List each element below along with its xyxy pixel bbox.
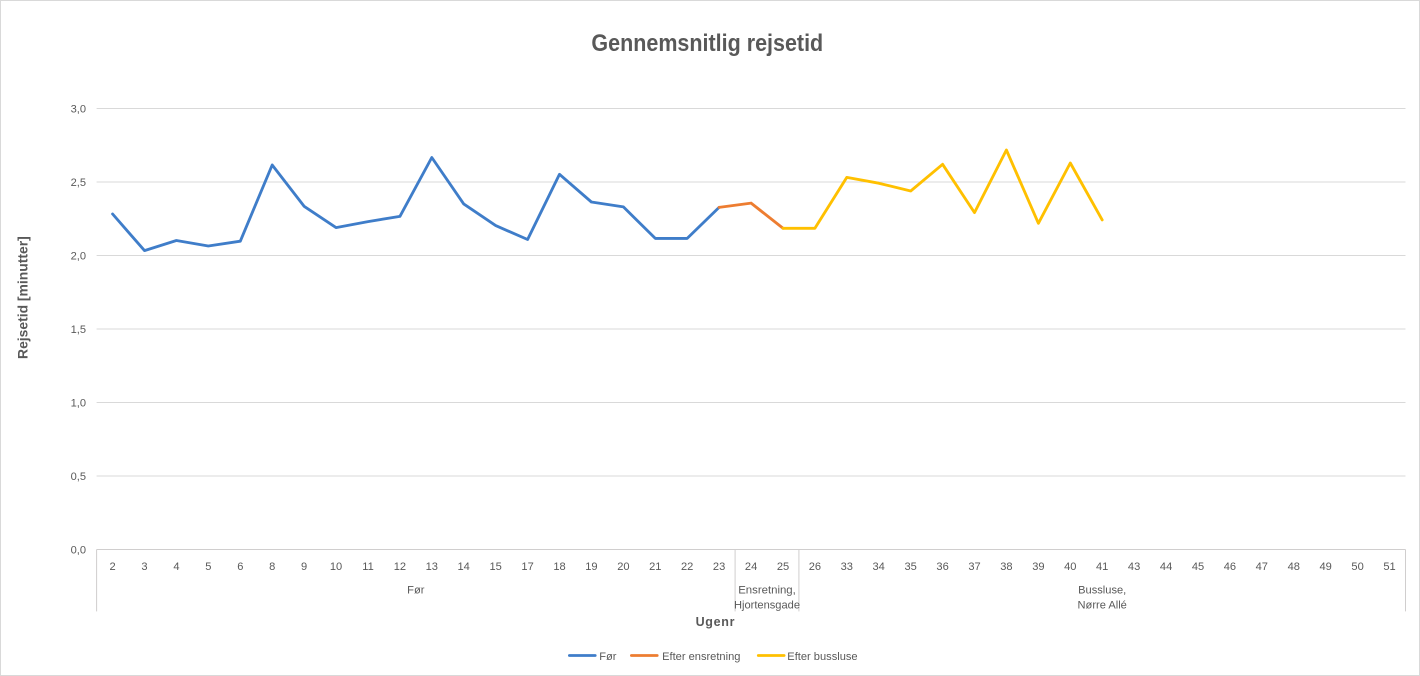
svg-text:38: 38 xyxy=(1000,561,1012,573)
svg-text:14: 14 xyxy=(458,561,470,573)
svg-text:19: 19 xyxy=(585,561,597,573)
svg-text:6: 6 xyxy=(237,561,243,573)
svg-text:10: 10 xyxy=(330,561,342,573)
svg-text:0,0: 0,0 xyxy=(71,545,86,557)
svg-text:51: 51 xyxy=(1383,561,1395,573)
svg-text:Gennemsnitlig rejsetid: Gennemsnitlig rejsetid xyxy=(591,29,823,57)
svg-text:Ugenr: Ugenr xyxy=(696,615,736,629)
svg-text:2: 2 xyxy=(110,561,116,573)
svg-text:15: 15 xyxy=(490,561,502,573)
svg-text:34: 34 xyxy=(873,561,885,573)
svg-text:Efter bussluse: Efter bussluse xyxy=(787,651,857,663)
svg-text:43: 43 xyxy=(1128,561,1140,573)
svg-text:Nørre Allé: Nørre Allé xyxy=(1078,599,1127,611)
svg-text:Før: Før xyxy=(407,585,425,597)
svg-text:49: 49 xyxy=(1320,561,1332,573)
svg-text:25: 25 xyxy=(777,561,789,573)
svg-text:50: 50 xyxy=(1351,561,1363,573)
svg-text:Ensretning,: Ensretning, xyxy=(738,585,796,597)
svg-text:Efter ensretning: Efter ensretning xyxy=(662,651,740,663)
svg-text:8: 8 xyxy=(269,561,275,573)
svg-text:1,5: 1,5 xyxy=(71,324,86,336)
svg-text:41: 41 xyxy=(1096,561,1108,573)
svg-text:24: 24 xyxy=(745,561,757,573)
svg-text:Rejsetid [minutter]: Rejsetid [minutter] xyxy=(15,236,31,359)
svg-text:3: 3 xyxy=(141,561,147,573)
svg-text:1,0: 1,0 xyxy=(71,398,86,410)
svg-text:13: 13 xyxy=(426,561,438,573)
svg-text:23: 23 xyxy=(713,561,725,573)
svg-text:35: 35 xyxy=(905,561,917,573)
svg-text:39: 39 xyxy=(1032,561,1044,573)
svg-text:45: 45 xyxy=(1192,561,1204,573)
svg-text:48: 48 xyxy=(1288,561,1300,573)
svg-text:11: 11 xyxy=(362,561,374,573)
svg-text:33: 33 xyxy=(841,561,853,573)
svg-text:36: 36 xyxy=(936,561,948,573)
svg-text:20: 20 xyxy=(617,561,629,573)
svg-text:2,0: 2,0 xyxy=(71,251,86,263)
svg-text:47: 47 xyxy=(1256,561,1268,573)
svg-text:Bussluse,: Bussluse, xyxy=(1078,585,1126,597)
svg-text:Hjortensgade: Hjortensgade xyxy=(734,599,800,611)
svg-text:4: 4 xyxy=(173,561,179,573)
svg-text:21: 21 xyxy=(649,561,661,573)
svg-text:3,0: 3,0 xyxy=(71,104,86,116)
svg-text:2,5: 2,5 xyxy=(71,177,86,189)
svg-text:12: 12 xyxy=(394,561,406,573)
svg-text:22: 22 xyxy=(681,561,693,573)
svg-text:17: 17 xyxy=(521,561,533,573)
svg-text:46: 46 xyxy=(1224,561,1236,573)
svg-text:40: 40 xyxy=(1064,561,1076,573)
svg-text:37: 37 xyxy=(968,561,980,573)
svg-text:Før: Før xyxy=(599,651,617,663)
svg-text:26: 26 xyxy=(809,561,821,573)
svg-text:18: 18 xyxy=(553,561,565,573)
svg-text:9: 9 xyxy=(301,561,307,573)
svg-text:5: 5 xyxy=(205,561,211,573)
svg-text:44: 44 xyxy=(1160,561,1172,573)
svg-text:0,5: 0,5 xyxy=(71,471,86,483)
